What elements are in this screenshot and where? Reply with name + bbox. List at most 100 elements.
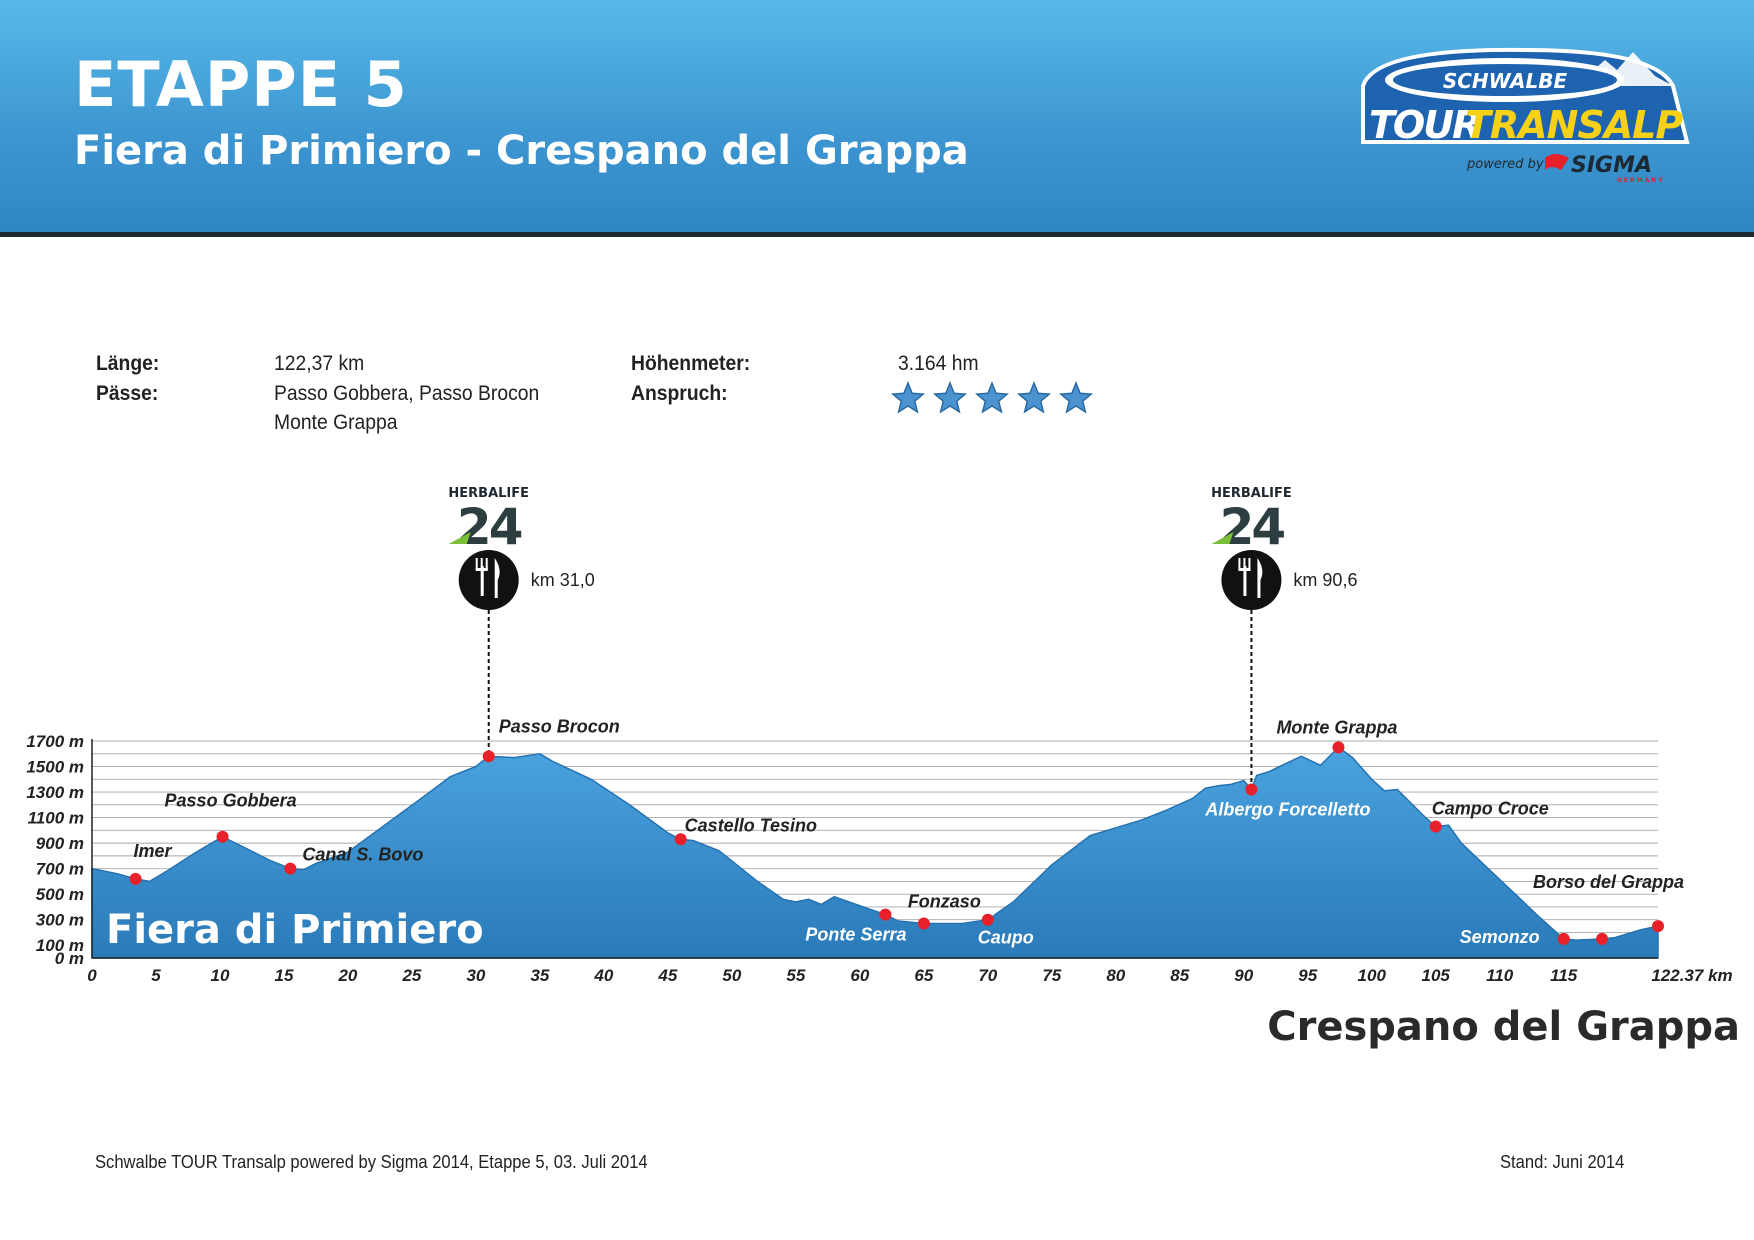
x-tick-label: 70 bbox=[978, 966, 997, 985]
waypoint-marker bbox=[1245, 783, 1258, 796]
stage-title: ETAPPE 5 bbox=[74, 48, 408, 121]
x-tick-label: 5 bbox=[151, 966, 161, 985]
x-tick-label: 50 bbox=[722, 966, 741, 985]
herbalife-24-logo: 24 bbox=[1220, 498, 1285, 556]
waypoint-label: Passo Brocon bbox=[499, 716, 620, 736]
waypoint-marker bbox=[1652, 920, 1664, 933]
difficulty-star-icon bbox=[890, 380, 926, 414]
difficulty-star-icon bbox=[932, 380, 968, 414]
tour-transalp-logo: SCHWALBE TOUR TRANSALP powered by SIGMA … bbox=[1361, 47, 1690, 184]
waypoint-marker bbox=[917, 917, 930, 930]
waypoint-marker bbox=[284, 862, 297, 875]
herbalife-24-logo: 24 bbox=[457, 498, 522, 556]
waypoint-label: Semonzo bbox=[1460, 927, 1540, 947]
waypoint-marker bbox=[216, 830, 229, 843]
feed-circle bbox=[458, 550, 519, 610]
difficulty-stars bbox=[890, 380, 1094, 416]
difficulty-star-icon bbox=[974, 380, 1010, 414]
difficulty-label: Anspruch: bbox=[631, 382, 728, 405]
passes-value-line2: Monte Grappa bbox=[274, 411, 398, 434]
x-tick-label: 65 bbox=[914, 966, 933, 985]
herbalife-leaf-icon bbox=[1211, 532, 1234, 544]
x-tick-label: 95 bbox=[1298, 966, 1317, 985]
difficulty-star-icon bbox=[1016, 380, 1052, 414]
x-tick-label: 75 bbox=[1042, 966, 1061, 985]
y-tick-label: 0 m bbox=[55, 949, 84, 968]
waypoint-label: Imer bbox=[134, 841, 173, 861]
x-end-label: 122.37 km bbox=[1651, 966, 1732, 985]
x-tick-label: 10 bbox=[211, 966, 230, 985]
y-tick-label: 1300 m bbox=[26, 783, 84, 802]
feed-km-label: km 31,0 bbox=[531, 570, 595, 590]
logo-sigma: SIGMA bbox=[1571, 153, 1652, 178]
herbalife-brand-text: HERBALIFE bbox=[1211, 486, 1292, 501]
waypoint-label: Ponte Serra bbox=[805, 925, 906, 945]
passes-value-line1: Passo Gobbera, Passo Brocon bbox=[274, 382, 540, 405]
waypoint-label: Canal S. Bovo bbox=[302, 845, 423, 865]
elevation-label: Höhenmeter: bbox=[631, 352, 751, 375]
elevation-value: 3.164 hm bbox=[898, 352, 979, 375]
waypoint-marker bbox=[1596, 932, 1609, 945]
x-tick-label: 20 bbox=[337, 966, 357, 985]
y-tick-label: 1700 m bbox=[26, 732, 84, 751]
x-tick-label: 0 bbox=[87, 966, 97, 985]
logo-tour: TOUR bbox=[1369, 103, 1479, 147]
fork-knife-icon bbox=[1238, 558, 1263, 598]
logo-schwalbe: SCHWALBE bbox=[1443, 69, 1568, 93]
y-tick-label: 900 m bbox=[36, 834, 84, 853]
y-tick-label: 300 m bbox=[36, 911, 84, 930]
x-tick-label: 90 bbox=[1234, 966, 1253, 985]
herbalife-brand-text: HERBALIFE bbox=[448, 486, 529, 501]
waypoint-marker bbox=[674, 833, 687, 846]
length-value: 122,37 km bbox=[274, 352, 365, 375]
footer-date: Stand: Juni 2014 bbox=[1500, 1152, 1625, 1172]
waypoint-label: Caupo bbox=[978, 928, 1034, 948]
x-tick-label: 110 bbox=[1486, 966, 1514, 985]
herbalife-leaf-icon bbox=[448, 532, 471, 544]
passes-label: Pässe: bbox=[96, 382, 159, 405]
waypoint-label: Borso del Grappa bbox=[1533, 872, 1684, 892]
x-tick-label: 35 bbox=[530, 966, 549, 985]
start-label: Fiera di Primiero bbox=[106, 907, 484, 953]
waypoint-label: Passo Gobbera bbox=[165, 791, 297, 811]
waypoint-label: Monte Grappa bbox=[1276, 717, 1397, 737]
waypoint-label: Castello Tesino bbox=[685, 815, 817, 835]
x-tick-label: 30 bbox=[466, 966, 485, 985]
waypoint-marker bbox=[482, 750, 495, 763]
waypoint-label: Campo Croce bbox=[1432, 799, 1549, 819]
y-tick-label: 1500 m bbox=[26, 758, 84, 777]
y-tick-label: 700 m bbox=[36, 860, 84, 879]
x-tick-label: 45 bbox=[657, 966, 677, 985]
length-label: Länge: bbox=[96, 352, 160, 375]
y-tick-label: 100 m bbox=[36, 936, 84, 955]
x-tick-label: 40 bbox=[593, 966, 613, 985]
x-tick-label: 55 bbox=[786, 966, 805, 985]
x-tick-label: 115 bbox=[1550, 966, 1578, 985]
header-divider bbox=[0, 232, 1754, 237]
x-tick-label: 25 bbox=[401, 966, 421, 985]
waypoint-marker bbox=[1429, 820, 1442, 833]
waypoint-marker bbox=[129, 872, 142, 885]
x-tick-label: 15 bbox=[274, 966, 293, 985]
logo-transalp: TRANSALP bbox=[1465, 103, 1683, 147]
fork-knife-icon bbox=[475, 558, 500, 598]
waypoint-label: Fonzaso bbox=[908, 892, 981, 912]
x-tick-label: 105 bbox=[1422, 966, 1451, 985]
logo-powered-by: powered by bbox=[1466, 157, 1544, 172]
x-tick-label: 85 bbox=[1170, 966, 1189, 985]
x-tick-label: 100 bbox=[1358, 966, 1387, 985]
waypoint-label: Albergo Forcelletto bbox=[1204, 800, 1370, 820]
waypoint-marker bbox=[1557, 932, 1570, 945]
waypoint-marker bbox=[1332, 741, 1345, 754]
finish-label: Crespano del Grappa bbox=[1267, 1004, 1740, 1050]
waypoint-marker bbox=[879, 908, 892, 921]
stage-subtitle: Fiera di Primiero - Crespano del Grappa bbox=[74, 128, 969, 174]
feed-km-label: km 90,6 bbox=[1293, 570, 1357, 590]
difficulty-star-icon bbox=[1058, 380, 1094, 414]
logo-sigma-sub: GERMANY bbox=[1617, 177, 1665, 184]
x-tick-label: 80 bbox=[1106, 966, 1125, 985]
feed-circle bbox=[1221, 550, 1282, 610]
